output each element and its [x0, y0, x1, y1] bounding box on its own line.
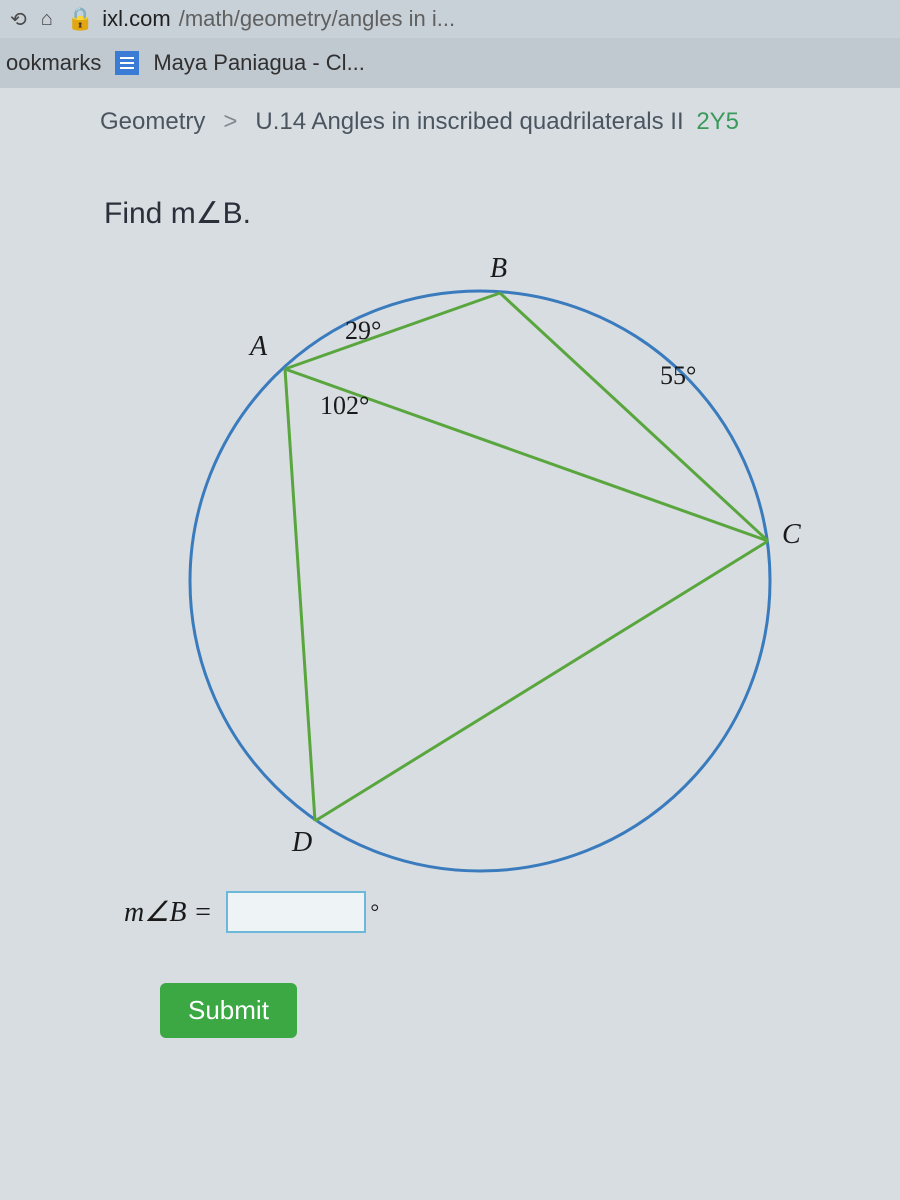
vertex-c-label: C [782, 519, 801, 551]
breadcrumb-subject[interactable]: Geometry [100, 108, 205, 136]
lock-icon: 🔒 [67, 6, 94, 32]
edge-bc [500, 293, 768, 541]
vertex-a-label: A [250, 331, 267, 363]
breadcrumb-code: 2Y5 [696, 108, 739, 135]
bookmarks-bar: ookmarks Maya Paniagua - Cl... [0, 38, 900, 88]
answer-input[interactable] [226, 891, 366, 933]
answer-row: m∠B = ° [124, 891, 870, 933]
answer-unit: ° [370, 899, 379, 925]
vertex-d-label: D [292, 827, 312, 859]
url-path: /math/geometry/angles in i... [179, 6, 455, 32]
breadcrumb-topic[interactable]: U.14 Angles in inscribed quadrilaterals … [255, 108, 683, 135]
angle-29: 29° [345, 316, 381, 346]
angle-55: 55° [660, 361, 696, 391]
answer-label: m∠B = [124, 895, 212, 929]
url-host: ixl.com [102, 6, 170, 32]
edge-cd [315, 541, 768, 821]
edge-da [285, 369, 315, 821]
url-display[interactable]: 🔒 ixl.com/math/geometry/angles in i... [67, 6, 455, 32]
breadcrumb-separator: > [223, 108, 237, 136]
reload-icon[interactable]: ⟲ [10, 7, 27, 32]
geometry-diagram: A B C D 29° 102° 55° [170, 261, 830, 881]
angle-102: 102° [320, 391, 369, 421]
breadcrumb: Geometry > U.14 Angles in inscribed quad… [100, 108, 870, 136]
page-content: Geometry > U.14 Angles in inscribed quad… [0, 88, 900, 1200]
question-text: Find m∠B. [104, 196, 870, 231]
browser-address-bar: ⟲ ⌂ 🔒 ixl.com/math/geometry/angles in i.… [0, 0, 900, 38]
submit-button[interactable]: Submit [160, 983, 297, 1038]
bookmark-item[interactable]: Maya Paniagua - Cl... [153, 50, 365, 76]
home-icon[interactable]: ⌂ [41, 8, 53, 31]
vertex-b-label: B [490, 253, 507, 285]
bookmarks-bar-label: ookmarks [6, 50, 101, 76]
google-docs-icon[interactable] [115, 51, 139, 75]
diagram-svg [170, 261, 830, 881]
